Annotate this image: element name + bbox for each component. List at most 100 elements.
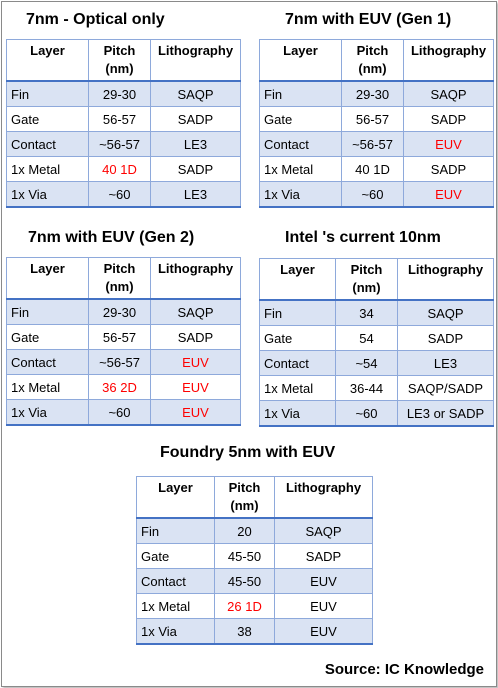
cell-pitch: ~56-57 — [88, 349, 151, 375]
cell-pitch: ~60 — [335, 400, 398, 427]
cell-layer: 1x Via — [6, 181, 89, 208]
cell-lithography: SADP — [397, 325, 494, 351]
table-row: Contact 45-50 EUV — [136, 568, 373, 594]
table-row: 1x Metal 26 1D EUV — [136, 593, 373, 619]
cell-layer: 1x Via — [259, 400, 336, 427]
cell-pitch: ~54 — [335, 350, 398, 376]
cell-layer: 1x Via — [136, 618, 215, 645]
cell-lithography: SADP — [403, 106, 494, 132]
cell-layer: 1x Via — [259, 181, 342, 208]
table-row: Contact ~56-57 EUV — [259, 131, 494, 157]
cell-pitch: 36-44 — [335, 375, 398, 401]
cell-layer: Gate — [6, 106, 89, 132]
table-row: Contact ~54 LE3 — [259, 350, 494, 376]
table-row: Fin 20 SAQP — [136, 517, 373, 544]
cell-pitch: 29-30 — [341, 80, 404, 107]
cell-layer: Contact — [259, 350, 336, 376]
table-row: 1x Via 38 EUV — [136, 618, 373, 645]
cell-lithography: SAQP/SADP — [397, 375, 494, 401]
table-foundry-5nm: Layer Pitch (nm) Lithography Fin 20 SAQP G… — [136, 476, 373, 645]
header-lithography: Lithography — [397, 258, 494, 301]
cell-layer: 1x Metal — [259, 156, 342, 182]
table-row: 1x Metal 40 1D SADP — [6, 156, 241, 182]
cell-lithography-highlight: EUV — [403, 181, 494, 208]
table-row: Fin 29-30 SAQP — [259, 80, 494, 107]
header-layer: Layer — [259, 39, 342, 82]
header-lithography: Lithography — [150, 257, 241, 300]
cell-pitch: 45-50 — [214, 543, 275, 569]
cell-layer: 1x Metal — [136, 593, 215, 619]
table-row: 1x Via ~60 EUV — [6, 399, 241, 426]
cell-layer: 1x Metal — [6, 374, 89, 400]
cell-layer: Fin — [136, 517, 215, 544]
cell-layer: Contact — [136, 568, 215, 594]
header-pitch: Pitch (nm) — [88, 39, 151, 82]
table-title-7nm-euv-gen1: 7nm with EUV (Gen 1) — [285, 11, 452, 28]
table-intel-10nm: Layer Pitch (nm) Lithography Fin 34 SAQP G… — [259, 258, 494, 427]
cell-layer: Fin — [259, 299, 336, 326]
cell-pitch: 56-57 — [88, 106, 151, 132]
table-row: Contact ~56-57 EUV — [6, 349, 241, 375]
cell-lithography: SAQP — [150, 80, 241, 107]
cell-pitch: ~60 — [341, 181, 404, 208]
cell-lithography: SADP — [150, 106, 241, 132]
table-title-intel-10nm: Intel 's current 10nm — [285, 229, 441, 246]
cell-pitch: ~56-57 — [341, 131, 404, 157]
table-row: Fin 29-30 SAQP — [6, 80, 241, 107]
cell-lithography: SADP — [403, 156, 494, 182]
cell-lithography: EUV — [274, 568, 373, 594]
cell-lithography: LE3 or SADP — [397, 400, 494, 427]
header-pitch: Pitch (nm) — [335, 258, 398, 301]
source-credit: Source: IC Knowledge — [324, 661, 484, 678]
cell-layer: 1x Via — [6, 399, 89, 426]
cell-lithography: SAQP — [274, 517, 373, 544]
table-row: 1x Via ~60 LE3 or SADP — [259, 400, 494, 427]
cell-layer: Contact — [259, 131, 342, 157]
cell-lithography: SADP — [150, 324, 241, 350]
cell-pitch: 34 — [335, 299, 398, 326]
header-lithography: Lithography — [150, 39, 241, 82]
cell-pitch: 45-50 — [214, 568, 275, 594]
header-layer: Layer — [136, 476, 215, 519]
cell-layer: Gate — [6, 324, 89, 350]
table-title-7nm-optical: 7nm - Optical only — [26, 11, 165, 28]
table-row: Gate 56-57 SADP — [6, 106, 241, 132]
cell-pitch: ~56-57 — [88, 131, 151, 157]
header-lithography: Lithography — [274, 476, 373, 519]
table-row: Gate 56-57 SADP — [6, 324, 241, 350]
cell-lithography: SAQP — [397, 299, 494, 326]
table-row: Gate 56-57 SADP — [259, 106, 494, 132]
cell-lithography-highlight: EUV — [403, 131, 494, 157]
cell-lithography-highlight: EUV — [150, 349, 241, 375]
table-row: Gate 45-50 SADP — [136, 543, 373, 569]
cell-pitch: 38 — [214, 618, 275, 645]
cell-pitch-highlight: 26 1D — [214, 593, 275, 619]
cell-lithography-highlight: EUV — [150, 399, 241, 426]
cell-lithography-highlight: EUV — [150, 374, 241, 400]
cell-layer: Gate — [259, 106, 342, 132]
cell-layer: 1x Metal — [6, 156, 89, 182]
cell-pitch: ~60 — [88, 181, 151, 208]
cell-lithography: SADP — [274, 543, 373, 569]
table-row: 1x Via ~60 EUV — [259, 181, 494, 208]
cell-lithography: LE3 — [150, 181, 241, 208]
cell-pitch: 29-30 — [88, 298, 151, 325]
cell-pitch: 20 — [214, 517, 275, 544]
cell-layer: Contact — [6, 131, 89, 157]
cell-layer: Fin — [6, 80, 89, 107]
cell-lithography: EUV — [274, 593, 373, 619]
table-row: 1x Metal 40 1D SADP — [259, 156, 494, 182]
cell-pitch: 29-30 — [88, 80, 151, 107]
table-row: Fin 29-30 SAQP — [6, 298, 241, 325]
table-title-7nm-euv-gen2: 7nm with EUV (Gen 2) — [28, 229, 195, 246]
header-layer: Layer — [6, 39, 89, 82]
cell-lithography: SAQP — [403, 80, 494, 107]
table-title-foundry-5nm: Foundry 5nm with EUV — [160, 444, 336, 461]
cell-lithography: LE3 — [397, 350, 494, 376]
header-pitch: Pitch (nm) — [88, 257, 151, 300]
cell-lithography: SADP — [150, 156, 241, 182]
cell-layer: Gate — [136, 543, 215, 569]
header-layer: Layer — [6, 257, 89, 300]
header-layer: Layer — [259, 258, 336, 301]
